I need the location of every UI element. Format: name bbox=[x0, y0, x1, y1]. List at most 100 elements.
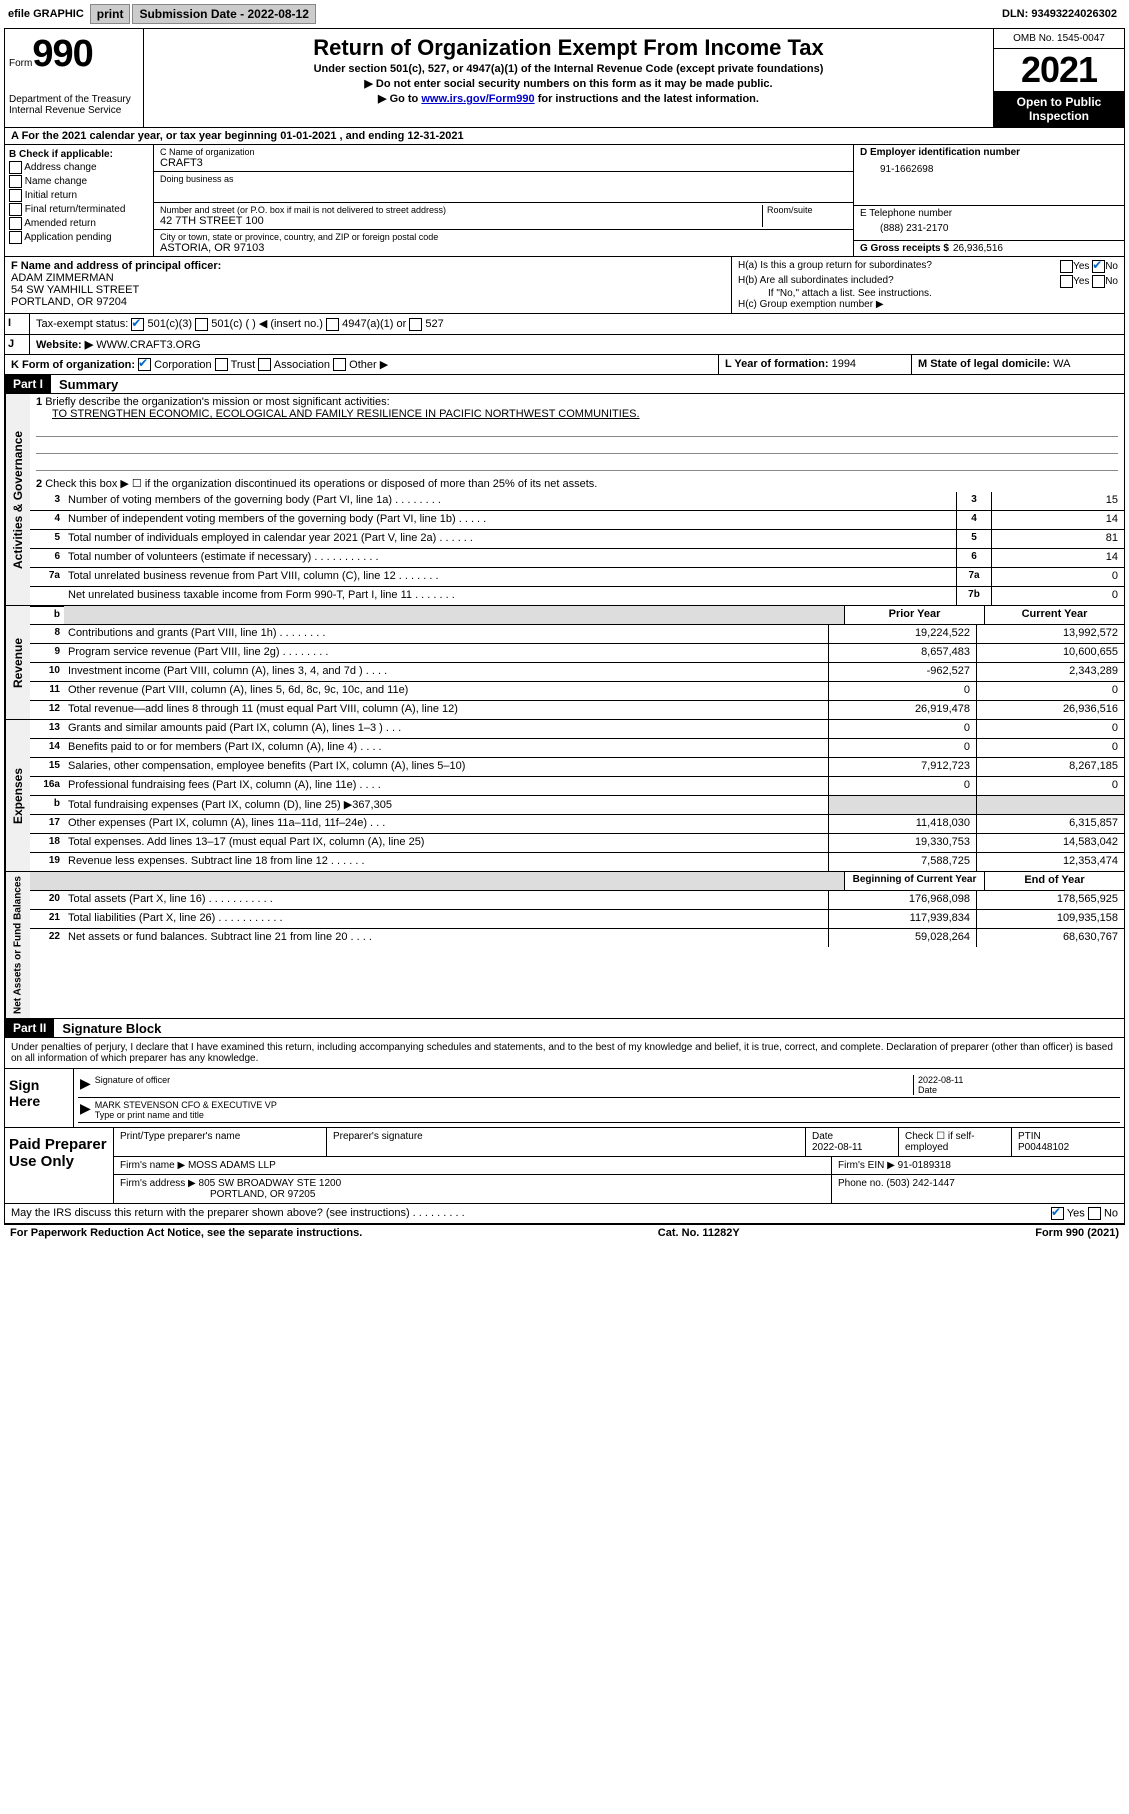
check-corp[interactable] bbox=[138, 358, 151, 371]
city-label: City or town, state or province, country… bbox=[160, 232, 847, 242]
table-row: 21Total liabilities (Part X, line 26) . … bbox=[30, 910, 1124, 929]
table-row: 19Revenue less expenses. Subtract line 1… bbox=[30, 853, 1124, 871]
table-row: 9Program service revenue (Part VIII, lin… bbox=[30, 644, 1124, 663]
check-other[interactable] bbox=[333, 358, 346, 371]
checkbox-amended[interactable] bbox=[9, 217, 22, 230]
cat-number: Cat. No. 11282Y bbox=[658, 1227, 740, 1239]
hb-note: If "No," attach a list. See instructions… bbox=[738, 288, 1118, 299]
org-info-box: B Check if applicable: Address change Na… bbox=[4, 145, 1125, 257]
checkbox-final-return[interactable] bbox=[9, 203, 22, 216]
dept-treasury: Department of the Treasury bbox=[9, 94, 139, 105]
check-trust[interactable] bbox=[215, 358, 228, 371]
firm-name: MOSS ADAMS LLP bbox=[188, 1160, 276, 1171]
part2-badge: Part II bbox=[5, 1019, 54, 1037]
firm-ein: 91-0189318 bbox=[898, 1160, 951, 1171]
website-value: WWW.CRAFT3.ORG bbox=[96, 339, 201, 351]
row-form-org: K Form of organization: Corporation Trus… bbox=[4, 355, 1125, 376]
check-assoc[interactable] bbox=[258, 358, 271, 371]
firm-phone: (503) 242-1447 bbox=[886, 1178, 954, 1189]
city-value: ASTORIA, OR 97103 bbox=[160, 242, 847, 254]
table-row: 15Salaries, other compensation, employee… bbox=[30, 758, 1124, 777]
checkbox-pending[interactable] bbox=[9, 231, 22, 244]
paperwork-notice: For Paperwork Reduction Act Notice, see … bbox=[10, 1227, 362, 1239]
check-4947[interactable] bbox=[326, 318, 339, 331]
print-button[interactable]: print bbox=[90, 4, 131, 24]
officer-label: F Name and address of principal officer: bbox=[11, 260, 725, 272]
checkbox-initial-return[interactable] bbox=[9, 189, 22, 202]
state-domicile: WA bbox=[1053, 358, 1070, 370]
ssn-note: ▶ Do not enter social security numbers o… bbox=[150, 77, 987, 90]
officer-name-title: MARK STEVENSON CFO & EXECUTIVE VP bbox=[95, 1100, 277, 1110]
hb-label: H(b) Are all subordinates included? bbox=[738, 275, 894, 288]
table-row: 7aTotal unrelated business revenue from … bbox=[30, 568, 1124, 587]
check-501c3[interactable] bbox=[131, 318, 144, 331]
checkbox-address-change[interactable] bbox=[9, 161, 22, 174]
part1-title: Summary bbox=[51, 377, 118, 392]
dba-label: Doing business as bbox=[160, 174, 847, 184]
arrow-icon: ▶ bbox=[80, 1075, 91, 1095]
officer-addr2: PORTLAND, OR 97204 bbox=[11, 296, 725, 308]
form-subtitle: Under section 501(c), 527, or 4947(a)(1)… bbox=[150, 63, 987, 75]
addr-label: Number and street (or P.O. box if mail i… bbox=[160, 205, 762, 215]
table-row: 14Benefits paid to or for members (Part … bbox=[30, 739, 1124, 758]
officer-addr1: 54 SW YAMHILL STREET bbox=[11, 284, 725, 296]
row-a-calendar-year: A For the 2021 calendar year, or tax yea… bbox=[4, 128, 1125, 145]
street-address: 42 7TH STREET 100 bbox=[160, 215, 762, 227]
discuss-no[interactable] bbox=[1088, 1207, 1101, 1220]
table-row: Net unrelated business taxable income fr… bbox=[30, 587, 1124, 605]
table-row: 20Total assets (Part X, line 16) . . . .… bbox=[30, 891, 1124, 910]
sig-officer-label: Signature of officer bbox=[95, 1075, 913, 1095]
ha-yes[interactable] bbox=[1060, 260, 1073, 273]
checkbox-name-change[interactable] bbox=[9, 175, 22, 188]
year-formation: 1994 bbox=[832, 358, 856, 370]
table-row: 3Number of voting members of the governi… bbox=[30, 492, 1124, 511]
omb-number: OMB No. 1545-0047 bbox=[994, 29, 1124, 49]
part1-badge: Part I bbox=[5, 375, 51, 393]
efile-label: efile GRAPHIC bbox=[4, 6, 88, 22]
row-tax-status: I Tax-exempt status: 501(c)(3) 501(c) ( … bbox=[4, 314, 1125, 335]
form-number: Form990 bbox=[9, 33, 139, 76]
form-title: Return of Organization Exempt From Incom… bbox=[150, 35, 987, 61]
check-501c[interactable] bbox=[195, 318, 208, 331]
vlabel-net-assets: Net Assets or Fund Balances bbox=[5, 872, 30, 1018]
sign-here-label: Sign Here bbox=[5, 1069, 73, 1127]
top-bar: efile GRAPHIC print Submission Date - 20… bbox=[4, 4, 1125, 24]
signature-section: Under penalties of perjury, I declare th… bbox=[4, 1038, 1125, 1128]
table-row: 18Total expenses. Add lines 13–17 (must … bbox=[30, 834, 1124, 853]
gross-receipts-label: G Gross receipts $ bbox=[860, 243, 949, 254]
org-name-label: C Name of organization bbox=[160, 147, 847, 157]
vlabel-expenses: Expenses bbox=[5, 720, 30, 871]
ptin-value: P00448102 bbox=[1018, 1142, 1069, 1153]
form-header: Form990 Department of the Treasury Inter… bbox=[4, 28, 1125, 128]
part2-title: Signature Block bbox=[54, 1021, 161, 1036]
irs-label: Internal Revenue Service bbox=[9, 105, 139, 116]
phone-value: (888) 231-2170 bbox=[860, 219, 1118, 238]
table-row: 10Investment income (Part VIII, column (… bbox=[30, 663, 1124, 682]
section-net-assets: Net Assets or Fund Balances Beginning of… bbox=[4, 872, 1125, 1019]
irs-link[interactable]: www.irs.gov/Form990 bbox=[421, 93, 534, 105]
table-row: 13Grants and similar amounts paid (Part … bbox=[30, 720, 1124, 739]
discuss-yes[interactable] bbox=[1051, 1207, 1064, 1220]
firm-city: PORTLAND, OR 97205 bbox=[120, 1189, 315, 1200]
hb-yes[interactable] bbox=[1060, 275, 1073, 288]
vlabel-governance: Activities & Governance bbox=[5, 394, 30, 605]
paid-preparer-label: Paid Preparer Use Only bbox=[5, 1128, 114, 1203]
col-b-checkboxes: B Check if applicable: Address change Na… bbox=[5, 145, 154, 256]
open-public-badge: Open to Public Inspection bbox=[994, 91, 1124, 127]
table-row: 12Total revenue—add lines 8 through 11 (… bbox=[30, 701, 1124, 719]
ha-label: H(a) Is this a group return for subordin… bbox=[738, 260, 932, 273]
instructions-note: ▶ Go to www.irs.gov/Form990 for instruct… bbox=[150, 92, 987, 105]
table-row: 6Total number of volunteers (estimate if… bbox=[30, 549, 1124, 568]
table-row: 16aProfessional fundraising fees (Part I… bbox=[30, 777, 1124, 796]
table-row: 8Contributions and grants (Part VIII, li… bbox=[30, 625, 1124, 644]
hb-no[interactable] bbox=[1092, 275, 1105, 288]
room-label: Room/suite bbox=[767, 205, 847, 215]
check-527[interactable] bbox=[409, 318, 422, 331]
ha-no[interactable] bbox=[1092, 260, 1105, 273]
vlabel-revenue: Revenue bbox=[5, 606, 30, 719]
section-revenue: Revenue b Prior Year Current Year 8Contr… bbox=[4, 606, 1125, 720]
table-row: 4Number of independent voting members of… bbox=[30, 511, 1124, 530]
table-row: bTotal fundraising expenses (Part IX, co… bbox=[30, 796, 1124, 815]
form-footer: Form 990 (2021) bbox=[1035, 1227, 1119, 1239]
officer-name: ADAM ZIMMERMAN bbox=[11, 272, 725, 284]
